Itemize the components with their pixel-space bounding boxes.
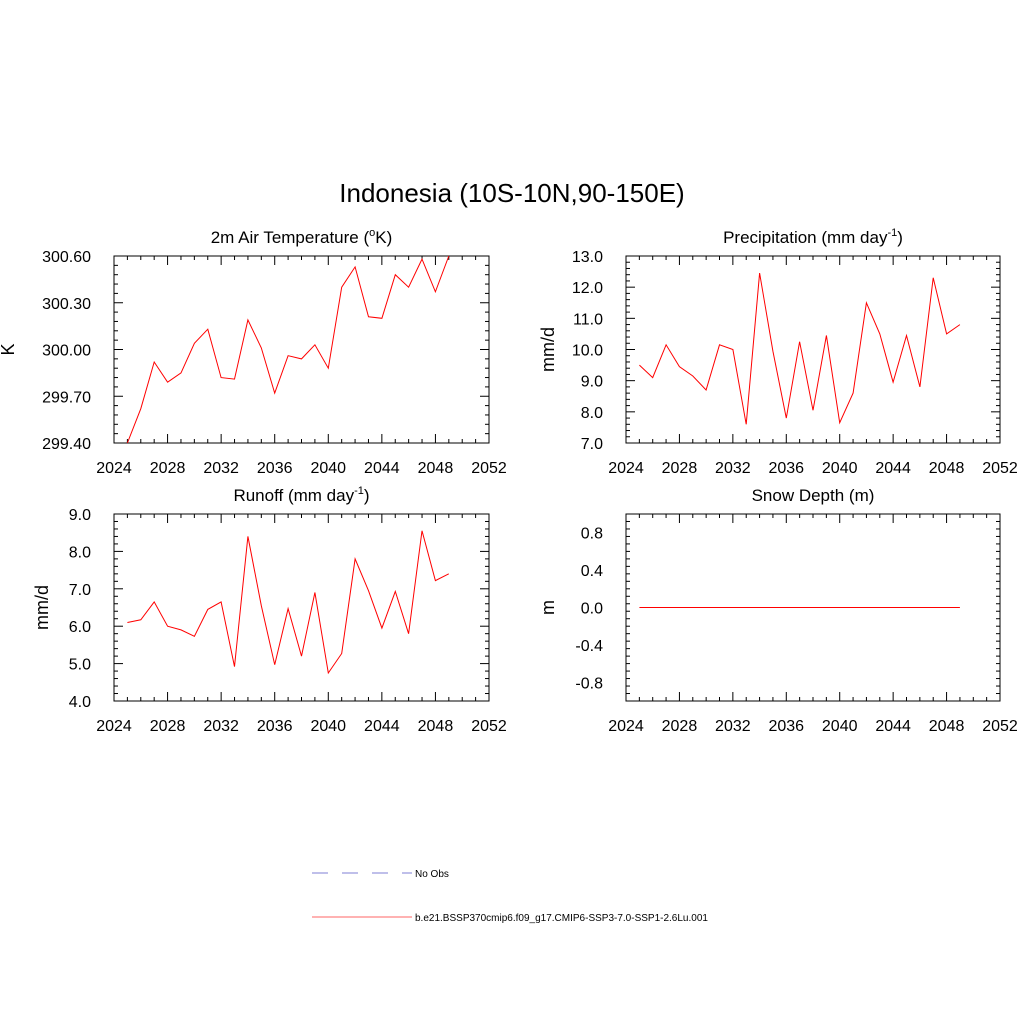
y-tick-label: 7.0: [581, 436, 603, 453]
panel-title-superscript: o: [369, 227, 375, 239]
plot-frame: [113, 513, 490, 702]
y-tick-label: 13.0: [572, 249, 603, 266]
plot-frame: [625, 255, 1001, 444]
y-tick-label: -0.8: [575, 675, 603, 692]
legend: No Obs b.e21.BSSP370cmip6.f09_g17.CMIP6-…: [312, 869, 708, 924]
x-tick-label: 2048: [418, 718, 454, 735]
series-line-1: [126, 255, 450, 444]
x-tick-label: 2040: [310, 718, 346, 735]
y-tick-label: 300.60: [42, 249, 91, 266]
y-axis-label: K: [0, 343, 18, 355]
x-tick-label: 2028: [662, 718, 698, 735]
x-tick-label: 2048: [929, 718, 965, 735]
panel-title: Runoff (mm day-1): [233, 485, 369, 505]
panel-title: Snow Depth (m): [752, 486, 875, 505]
y-tick-label: 9.0: [581, 374, 603, 391]
chart-panel-2: 2024 2028 2032 2036 2040 2044 2048 2052 7.0 8.0 9.…: [538, 227, 1018, 477]
y-tick-label: 6.0: [69, 619, 91, 636]
x-tick-label: 2044: [364, 460, 400, 477]
y-tick-label: 12.0: [572, 280, 603, 297]
x-tick-label: 2040: [310, 460, 346, 477]
x-tick-label: 2044: [875, 460, 911, 477]
panel-title-superscript: -1: [354, 485, 364, 497]
chart-panel-1: 2024 2028 2032 2036 2040 2044 2048 2052 299.40 29…: [0, 227, 507, 477]
panel-title: Precipitation (mm day-1): [723, 227, 903, 247]
x-tick-label: 2044: [364, 718, 400, 735]
x-tick-label: 2052: [982, 718, 1018, 735]
x-tick-label: 2024: [96, 718, 132, 735]
y-tick-label: 11.0: [573, 311, 603, 328]
y-tick-label: 0.8: [581, 526, 603, 543]
x-tick-label: 2032: [715, 460, 751, 477]
x-tick-label: 2048: [929, 460, 965, 477]
x-tick-label: 2028: [150, 718, 186, 735]
x-tick-label: 2036: [768, 460, 804, 477]
y-tick-label: 299.70: [42, 389, 91, 406]
x-tick-label: 2040: [822, 718, 858, 735]
y-axis-label: mm/d: [32, 585, 52, 630]
panel-title: 2m Air Temperature (oK): [211, 227, 393, 247]
panel-title-superscript: -1: [887, 227, 897, 239]
x-tick-label: 2036: [257, 460, 293, 477]
series-line-1: [127, 530, 450, 675]
panels: 2024 2028 2032 2036 2040 2044 2048 2052 299.40 29…: [0, 227, 1018, 735]
panel-title-end: ): [897, 228, 903, 247]
panel-title-end: K): [375, 228, 392, 247]
y-tick-label: 300.00: [42, 343, 91, 360]
x-tick-label: 2032: [715, 718, 751, 735]
panel-title-end: ): [364, 486, 370, 505]
y-tick-label: 9.0: [69, 507, 91, 524]
y-axis-label: mm/d: [538, 327, 558, 372]
x-tick-label: 2036: [257, 718, 293, 735]
x-tick-label: 2028: [150, 460, 186, 477]
legend-entry-no-obs: No Obs: [312, 869, 449, 880]
x-tick-label: 2024: [96, 460, 132, 477]
panel-title-main: 2m Air Temperature (: [211, 228, 370, 247]
legend-entry-model: b.e21.BSSP370cmip6.f09_g17.CMIP6-SSP3-7.…: [312, 913, 708, 924]
panel-title-main: Precipitation (mm day: [723, 228, 888, 247]
y-tick-label: 8.0: [581, 405, 603, 422]
y-tick-label: 10.0: [572, 343, 603, 360]
figure-title: Indonesia (10S-10N,90-150E): [339, 178, 684, 208]
panel-title-main: Runoff (mm day: [233, 486, 354, 505]
legend-label-model: b.e21.BSSP370cmip6.f09_g17.CMIP6-SSP3-7.…: [415, 913, 708, 924]
x-tick-label: 2032: [203, 718, 239, 735]
y-tick-label: 300.30: [42, 296, 91, 313]
x-tick-label: 2028: [662, 460, 698, 477]
y-tick-label: 7.0: [69, 582, 91, 599]
x-tick-label: 2040: [822, 460, 858, 477]
chart-panel-3: 2024 2028 2032 2036 2040 2044 2048 2052 4.0 5.0 6.…: [32, 485, 507, 735]
chart-panel-4: 2024 2028 2032 2036 2040 2044 2048 2052 -0.8 -0.4…: [538, 486, 1018, 735]
panel-title-main: Snow Depth (m): [752, 486, 875, 505]
x-tick-label: 2036: [768, 718, 804, 735]
y-tick-label: 8.0: [69, 544, 91, 561]
x-tick-label: 2052: [471, 718, 507, 735]
x-tick-label: 2024: [608, 460, 644, 477]
y-tick-label: 299.40: [42, 436, 91, 453]
y-tick-label: -0.4: [575, 638, 603, 655]
x-tick-label: 2044: [875, 718, 911, 735]
y-axis-label: m: [538, 600, 558, 615]
series-line-1: [639, 273, 961, 425]
x-tick-label: 2048: [418, 460, 454, 477]
y-tick-label: 0.0: [581, 601, 603, 618]
x-tick-label: 2024: [608, 718, 644, 735]
y-tick-label: 0.4: [581, 563, 603, 580]
x-tick-label: 2032: [203, 460, 239, 477]
y-tick-label: 5.0: [69, 657, 91, 674]
x-tick-label: 2052: [471, 460, 507, 477]
y-tick-label: 4.0: [69, 694, 91, 711]
x-tick-label: 2052: [982, 460, 1018, 477]
legend-label-no-obs: No Obs: [415, 869, 449, 880]
